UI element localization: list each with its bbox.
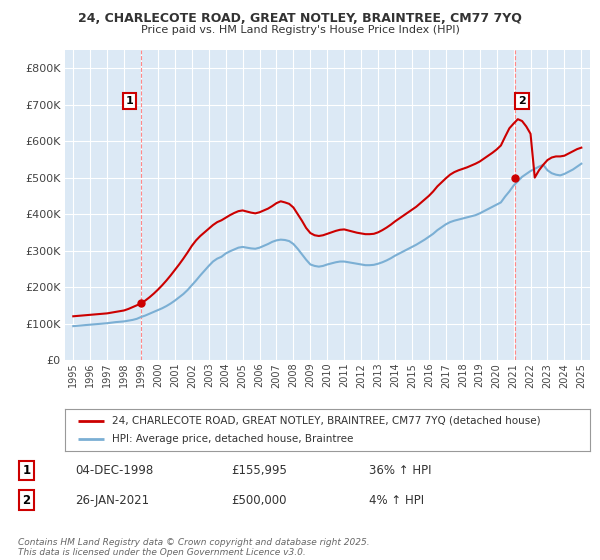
Text: Price paid vs. HM Land Registry's House Price Index (HPI): Price paid vs. HM Land Registry's House … — [140, 25, 460, 35]
Text: 1: 1 — [125, 96, 133, 106]
Text: 1: 1 — [22, 464, 31, 477]
Text: HPI: Average price, detached house, Braintree: HPI: Average price, detached house, Brai… — [112, 434, 353, 444]
Text: 2: 2 — [22, 494, 31, 507]
Text: 24, CHARLECOTE ROAD, GREAT NOTLEY, BRAINTREE, CM77 7YQ: 24, CHARLECOTE ROAD, GREAT NOTLEY, BRAIN… — [78, 12, 522, 25]
Text: 24, CHARLECOTE ROAD, GREAT NOTLEY, BRAINTREE, CM77 7YQ (detached house): 24, CHARLECOTE ROAD, GREAT NOTLEY, BRAIN… — [112, 416, 541, 426]
Text: 2: 2 — [518, 96, 526, 106]
Text: £155,995: £155,995 — [231, 464, 287, 477]
Text: 36% ↑ HPI: 36% ↑ HPI — [369, 464, 431, 477]
Text: 4% ↑ HPI: 4% ↑ HPI — [369, 494, 424, 507]
Text: 04-DEC-1998: 04-DEC-1998 — [76, 464, 154, 477]
Text: 26-JAN-2021: 26-JAN-2021 — [76, 494, 149, 507]
Text: Contains HM Land Registry data © Crown copyright and database right 2025.
This d: Contains HM Land Registry data © Crown c… — [18, 538, 370, 557]
Text: £500,000: £500,000 — [231, 494, 286, 507]
